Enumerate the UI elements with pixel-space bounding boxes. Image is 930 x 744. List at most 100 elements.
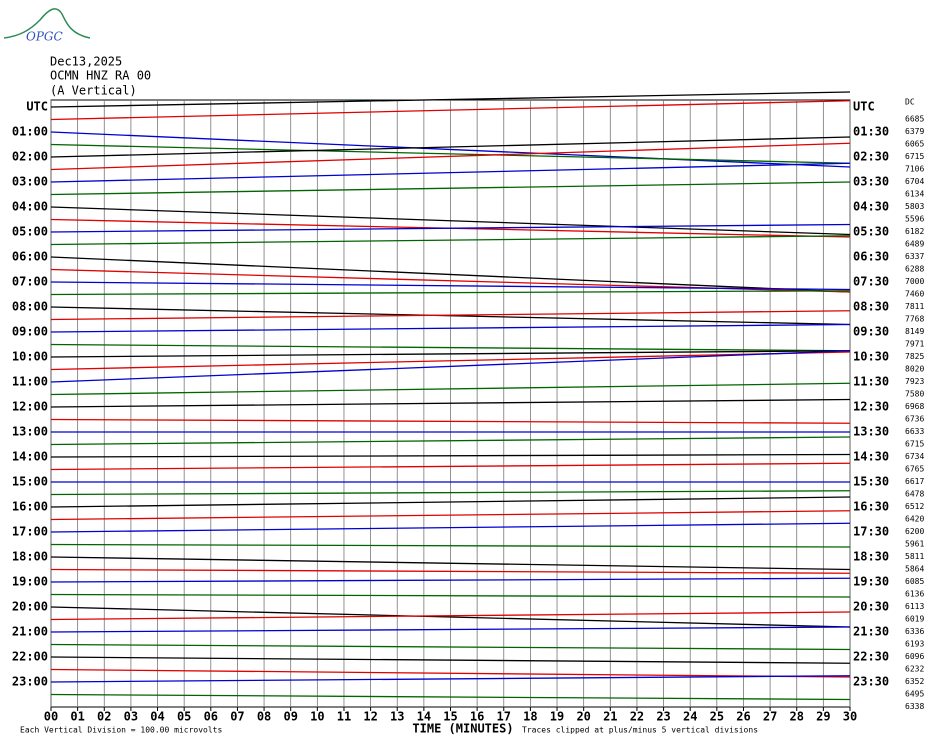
dc-value: 6113 — [905, 602, 924, 611]
dc-value: 7811 — [905, 302, 924, 311]
x-tick-label: 15 — [443, 710, 457, 724]
x-tick-label: 21 — [603, 710, 617, 724]
dc-value: 5803 — [905, 202, 924, 211]
right-time-label: 14:30 — [853, 450, 889, 464]
left-time-label: 01:00 — [12, 125, 48, 139]
right-time-label: 06:30 — [853, 250, 889, 264]
x-tick-label: 02 — [97, 710, 111, 724]
trace — [50, 350, 851, 383]
trace — [50, 398, 851, 408]
dc-value: 6489 — [905, 240, 924, 249]
date: Dec13,2025 — [50, 55, 122, 69]
dc-value: 6193 — [905, 640, 924, 649]
dc-value: 7106 — [905, 165, 924, 174]
dc-value: 6379 — [905, 127, 924, 136]
dc-value: 6085 — [905, 577, 924, 586]
dc-value: 6182 — [905, 227, 924, 236]
right-time-label: 01:30 — [853, 125, 889, 139]
dc-value: 8149 — [905, 327, 924, 336]
dc-value: 6019 — [905, 615, 924, 624]
trace — [50, 310, 851, 321]
x-tick-label: 27 — [763, 710, 777, 724]
clip-note: Traces clipped at plus/minus 5 vertical … — [522, 726, 758, 735]
station: OCMN HNZ RA 00 — [50, 69, 151, 83]
right-time-label: 17:30 — [853, 525, 889, 539]
trace — [50, 143, 851, 164]
dc-value: 6715 — [905, 440, 924, 449]
dc-header: DC — [905, 98, 915, 107]
left-time-label: 12:00 — [12, 400, 48, 414]
right-time-label: 05:30 — [853, 225, 889, 239]
x-tick-label: 06 — [204, 710, 218, 724]
dc-value: 6338 — [905, 702, 924, 711]
dc-value: 6495 — [905, 690, 924, 699]
right-time-label: UTC — [853, 100, 875, 114]
trace — [50, 436, 851, 446]
x-axis-title: TIME (MINUTES) — [412, 722, 513, 736]
dc-value: 6065 — [905, 140, 924, 149]
left-time-label: 09:00 — [12, 325, 48, 339]
dc-value: 7768 — [905, 315, 924, 324]
dc-value: 6968 — [905, 402, 924, 411]
dc-value: 6736 — [905, 415, 924, 424]
dc-value: 5961 — [905, 540, 924, 549]
x-tick-label: 09 — [283, 710, 297, 724]
left-time-label: 13:00 — [12, 425, 48, 439]
dc-value: 6232 — [905, 665, 924, 674]
right-time-label: 22:30 — [853, 650, 889, 664]
x-tick-label: 20 — [576, 710, 590, 724]
x-tick-label: 30 — [843, 710, 857, 724]
trace — [50, 181, 851, 196]
left-time-label: 08:00 — [12, 300, 48, 314]
dc-value: 6685 — [905, 115, 924, 124]
left-time-label: 20:00 — [12, 600, 48, 614]
trace — [50, 223, 851, 233]
dc-value: 5864 — [905, 565, 924, 574]
right-time-label: 07:30 — [853, 275, 889, 289]
x-tick-label: 00 — [44, 710, 58, 724]
trace — [50, 626, 851, 633]
x-tick-label: 03 — [124, 710, 138, 724]
left-time-label: 10:00 — [12, 350, 48, 364]
left-time-label: 16:00 — [12, 500, 48, 514]
left-time-label: 19:00 — [12, 575, 48, 589]
trace — [50, 643, 851, 651]
x-tick-label: 08 — [257, 710, 271, 724]
left-time-label: UTC — [26, 100, 48, 114]
dc-value: 5811 — [905, 552, 924, 561]
dc-value: 6200 — [905, 527, 924, 536]
x-tick-label: 23 — [656, 710, 670, 724]
dc-value: 7825 — [905, 352, 924, 361]
dc-value: 7000 — [905, 277, 924, 286]
dc-value: 6420 — [905, 515, 924, 524]
right-time-label: 04:30 — [853, 200, 889, 214]
left-time-label: 17:00 — [12, 525, 48, 539]
dc-value: 8020 — [905, 365, 924, 374]
trace — [50, 162, 851, 183]
dc-value: 6352 — [905, 677, 924, 686]
right-time-label: 23:30 — [853, 675, 889, 689]
logo: OPGC — [26, 30, 63, 44]
trace — [50, 281, 851, 291]
dc-value: 6134 — [905, 190, 924, 199]
x-tick-label: 18 — [523, 710, 537, 724]
right-time-label: 21:30 — [853, 625, 889, 639]
trace — [50, 136, 851, 158]
dc-value: 6288 — [905, 265, 924, 274]
x-tick-label: 22 — [630, 710, 644, 724]
trace — [50, 323, 851, 333]
dc-value: 5596 — [905, 215, 924, 224]
right-time-label: 02:30 — [853, 150, 889, 164]
trace — [50, 675, 851, 683]
x-tick-label: 16 — [470, 710, 484, 724]
right-time-label: 03:30 — [853, 175, 889, 189]
dc-value: 6512 — [905, 502, 924, 511]
right-time-label: 15:30 — [853, 475, 889, 489]
dc-value: 6337 — [905, 252, 924, 261]
x-tick-label: 04 — [150, 710, 164, 724]
dc-value: 7971 — [905, 340, 924, 349]
left-time-label: 18:00 — [12, 550, 48, 564]
logo-mountain — [3, 8, 91, 39]
dc-value: 6136 — [905, 590, 924, 599]
